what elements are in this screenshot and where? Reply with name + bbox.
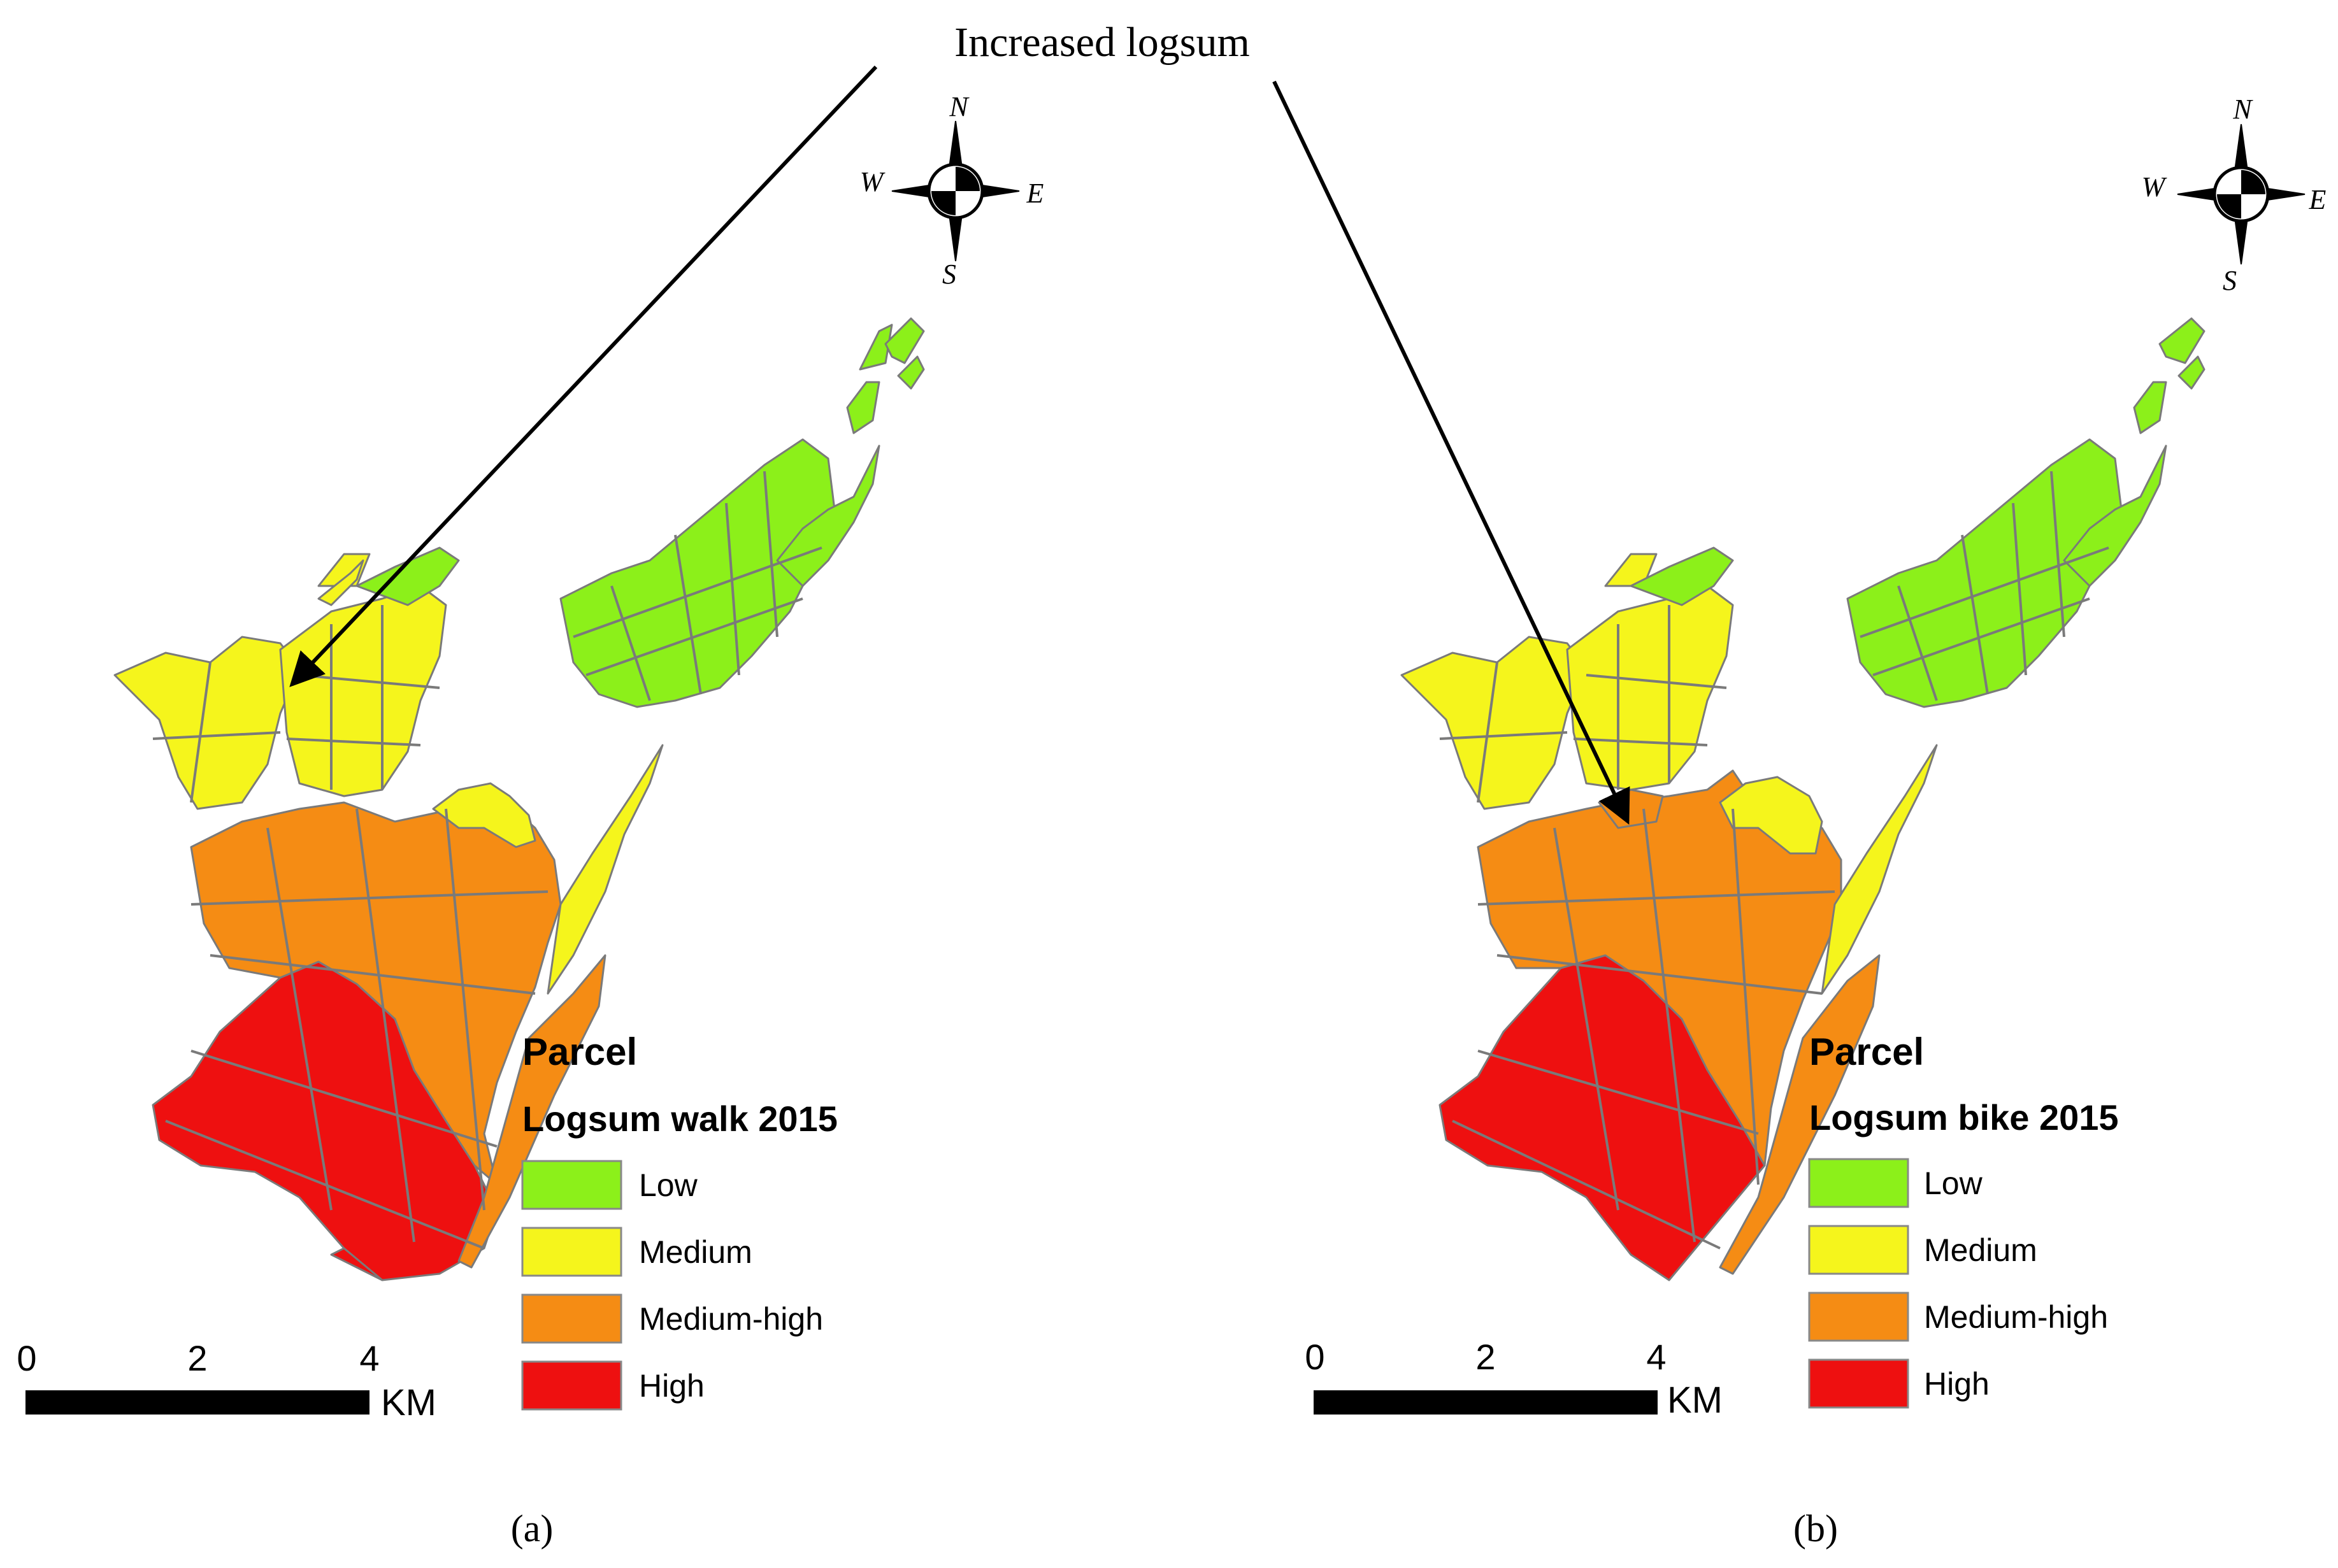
compass-rose-b: N S W E <box>2142 94 2327 296</box>
zone-low-tip-2 <box>2177 355 2205 390</box>
zone-low-strip <box>2063 445 2167 587</box>
parcel-map-a <box>113 317 925 1281</box>
legend-a: Parcel Logsum walk 2015 Low Medium Mediu… <box>521 1030 838 1411</box>
legend-b: Parcel Logsum bike 2015 Low Medium Mediu… <box>1808 1030 2119 1409</box>
annotation-label: Increased logsum <box>954 19 1250 66</box>
zone-low-north-1 <box>2133 381 2167 434</box>
zone-medium-east <box>1719 776 1823 855</box>
scale-tick-4: 4 <box>1646 1337 1666 1377</box>
zone-low-north-1 <box>846 381 880 434</box>
zone-high-ext <box>330 1247 384 1281</box>
legend-label-medium-high: Medium-high <box>1924 1299 2108 1335</box>
zone-low-tip-1 <box>2158 317 2205 364</box>
scale-tick-2: 2 <box>1475 1337 1495 1377</box>
legend-label-high: High <box>639 1368 705 1404</box>
scale-tick-4: 4 <box>359 1338 379 1378</box>
legend-swatch-medium-high <box>1808 1292 1909 1342</box>
legend-swatch-medium <box>521 1227 622 1277</box>
compass-e-label: E <box>1026 178 1044 209</box>
legend-swatch-high <box>521 1360 622 1411</box>
scale-unit: KM <box>1667 1379 1723 1421</box>
compass-n-label: N <box>2232 94 2253 125</box>
zone-low-north-2 <box>859 324 893 371</box>
zone-low-nw <box>355 546 460 606</box>
scale-bar-a: 0 2 4 KM <box>17 1338 436 1423</box>
legend-field-title: Logsum walk 2015 <box>522 1099 838 1139</box>
zone-coast-strip-yellow <box>1821 744 1938 995</box>
compass-s-label: S <box>942 259 956 290</box>
legend-swatch-medium-high <box>521 1294 622 1344</box>
panel-caption-a: (a) <box>511 1507 554 1550</box>
compass-w-label: W <box>2142 171 2167 203</box>
legend-swatch-low <box>521 1160 622 1210</box>
legend-swatch-high <box>1808 1358 1909 1409</box>
panel-b: N S W E Parcel Logsum bike 2015 Low Medi… <box>1305 94 2326 1550</box>
legend-label-low: Low <box>1924 1165 1983 1201</box>
legend-swatch-medium <box>1808 1225 1909 1275</box>
scale-tick-0: 0 <box>1305 1337 1324 1377</box>
zone-medium-west <box>1400 636 1588 810</box>
compass-quadrants <box>2217 170 2265 218</box>
increased-logsum-annotation: Increased logsum <box>289 19 1630 825</box>
zone-low-nw <box>1630 546 1734 606</box>
compass-e-label: E <box>2309 184 2327 215</box>
parcel-grid-lines <box>1439 471 2109 1250</box>
zone-low-tip-2 <box>897 355 925 390</box>
zone-medium-center <box>279 585 447 797</box>
compass-quadrants <box>931 167 980 215</box>
scale-tick-2: 2 <box>187 1338 207 1378</box>
zone-low-tip-1 <box>884 317 925 364</box>
annotation-arrow-a <box>289 65 878 687</box>
panel-caption-b: (b) <box>1793 1507 1838 1550</box>
panel-a: N S W E Parcel Logsum walk 2015 Low Medi… <box>17 91 1043 1550</box>
compass-w-label: W <box>860 166 886 197</box>
scale-bar-b: 0 2 4 KM <box>1305 1337 1723 1421</box>
legend-swatch-low <box>1808 1158 1909 1208</box>
zone-medium-east <box>432 782 536 848</box>
compass-s-label: S <box>2223 265 2237 296</box>
scale-unit: KM <box>381 1382 436 1423</box>
zone-medium-islet <box>317 559 364 606</box>
zone-coast-strip-orange <box>457 954 606 1269</box>
scale-bar <box>1314 1390 1658 1415</box>
compass-rose-a: N S W E <box>860 91 1044 290</box>
legend-field-title: Logsum bike 2015 <box>1809 1097 2119 1137</box>
annotation-arrow-b <box>1272 80 1630 825</box>
legend-label-medium: Medium <box>639 1234 752 1270</box>
zone-coast-strip-orange <box>1719 954 1881 1275</box>
parcel-grid-lines <box>152 471 822 1250</box>
legend-label-low: Low <box>639 1167 698 1203</box>
zone-medium-west <box>113 636 301 810</box>
legend-layer-title: Parcel <box>522 1030 637 1073</box>
legend-label-medium-high: Medium-high <box>639 1301 823 1337</box>
legend-layer-title: Parcel <box>1809 1030 1924 1073</box>
zone-medium-center <box>1566 585 1734 791</box>
scale-tick-0: 0 <box>17 1338 36 1378</box>
scale-bar <box>25 1390 369 1415</box>
zone-low-strip <box>776 445 880 587</box>
compass-n-label: N <box>949 91 970 122</box>
zone-coast-strip-yellow <box>547 744 664 995</box>
parcel-map-b <box>1400 317 2205 1281</box>
legend-label-medium: Medium <box>1924 1232 2037 1268</box>
legend-label-high: High <box>1924 1366 1990 1402</box>
